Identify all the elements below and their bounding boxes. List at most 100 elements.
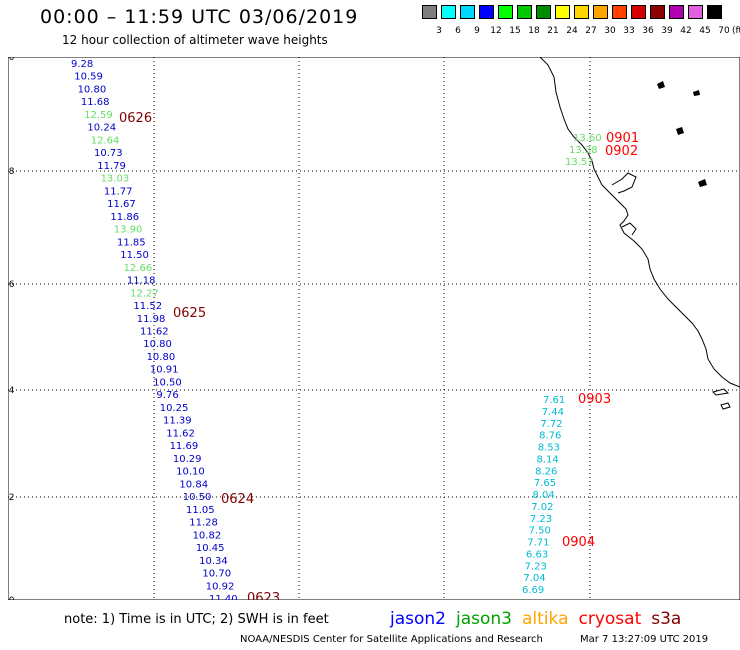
wave-height-value: 10.29 bbox=[173, 454, 202, 465]
satellite-s3a: s3a bbox=[651, 609, 682, 629]
wave-height-value: 6.63 bbox=[526, 549, 548, 560]
wave-height-value: 7.23 bbox=[525, 561, 547, 572]
legend-value: 15 bbox=[509, 26, 521, 36]
wave-height-value: 11.18 bbox=[127, 276, 156, 287]
legend-swatch bbox=[669, 5, 684, 19]
wave-height-value: 10.45 bbox=[196, 543, 225, 554]
wave-height-value: 7.04 bbox=[523, 573, 545, 584]
generated-timestamp: Mar 7 13:27:09 UTC 2019 bbox=[580, 634, 709, 645]
wave-height-value: 13.90 bbox=[114, 225, 143, 236]
chart-subtitle: 12 hour collection of altimeter wave hei… bbox=[62, 33, 328, 47]
credit-text: NOAA/NESDIS Center for Satellite Applica… bbox=[240, 634, 543, 645]
wave-height-value: 12.27 bbox=[130, 288, 159, 299]
wave-height-value: 11.28 bbox=[189, 518, 218, 529]
satellite-jason2: jason2 bbox=[390, 609, 446, 629]
legend-value: 3 bbox=[436, 26, 442, 36]
legend-value: 12 bbox=[490, 26, 502, 36]
legend-value: 45 bbox=[699, 26, 711, 36]
legend-value: 33 bbox=[623, 26, 635, 36]
wave-height-value: 11.05 bbox=[186, 505, 215, 516]
wave-height-value: 10.80 bbox=[143, 339, 172, 350]
legend-swatch bbox=[441, 5, 456, 19]
wave-height-value: 10.92 bbox=[206, 581, 235, 592]
wave-height-value: 7.02 bbox=[531, 502, 553, 513]
wave-height-value: 10.24 bbox=[87, 123, 116, 134]
track-time-label: 0901 bbox=[606, 131, 639, 146]
wave-height-value: 10.84 bbox=[179, 479, 208, 490]
wave-height-value: 11.68 bbox=[81, 97, 110, 108]
legend-value: 30 bbox=[604, 26, 616, 36]
wave-height-value: 10.70 bbox=[202, 569, 231, 580]
track-time-label: 0903 bbox=[578, 392, 611, 407]
wave-height-value: 10.10 bbox=[176, 467, 205, 478]
legend-value: 70 bbox=[718, 26, 730, 36]
satellite-jason3: jason3 bbox=[456, 609, 512, 629]
wave-height-value: 12.64 bbox=[91, 135, 120, 146]
latitude-tick-label: 34 bbox=[8, 386, 15, 396]
wave-height-value: 8.04 bbox=[533, 490, 555, 501]
note-text: note: 1) Time is in UTC; 2) SWH is in fe… bbox=[64, 612, 329, 627]
channel-island-2 bbox=[720, 402, 731, 410]
legend-swatch bbox=[422, 5, 437, 19]
latitude-tick-label: 32 bbox=[8, 493, 14, 503]
sf-bay bbox=[611, 172, 637, 194]
wave-height-value: 10.50 bbox=[183, 492, 212, 503]
wave-height-value: 11.52 bbox=[133, 301, 162, 312]
legend-swatch bbox=[650, 5, 665, 19]
wave-height-value: 10.82 bbox=[193, 530, 222, 541]
wave-height-value: 9.76 bbox=[156, 390, 178, 401]
legend-swatch bbox=[555, 5, 570, 19]
legend-swatch bbox=[631, 5, 646, 19]
channel-island-1 bbox=[712, 388, 730, 396]
legend-value: 24 bbox=[566, 26, 578, 36]
wave-height-value: 11.67 bbox=[107, 199, 136, 210]
wave-height-value: 7.72 bbox=[540, 419, 562, 430]
legend-swatch bbox=[593, 5, 608, 19]
latitude-tick-label: 40 bbox=[8, 57, 15, 63]
legend-swatch bbox=[479, 5, 494, 19]
wave-height-value: 11.50 bbox=[120, 250, 149, 261]
wave-height-value: 6.69 bbox=[522, 585, 544, 596]
map-area: 403836343230-135-132-129-126-123-120 9.2… bbox=[8, 57, 740, 600]
legend-swatch bbox=[688, 5, 703, 19]
wave-height-value: 13.60 bbox=[573, 133, 602, 144]
wave-height-value: 8.53 bbox=[538, 443, 560, 454]
wave-height-value: 7.65 bbox=[534, 478, 556, 489]
california-coast bbox=[539, 57, 740, 388]
wave-height-value: 8.14 bbox=[536, 454, 558, 465]
legend-value: 6 bbox=[455, 26, 461, 36]
legend-value: 42 bbox=[680, 26, 692, 36]
wave-height-value: 11.98 bbox=[137, 314, 166, 325]
wave-height-value: 11.86 bbox=[110, 212, 139, 223]
legend-value: 27 bbox=[585, 26, 597, 36]
wave-height-value: 12.59 bbox=[84, 110, 113, 121]
legend-swatch bbox=[536, 5, 551, 19]
wave-height-value: 11.40 bbox=[209, 594, 238, 600]
monterey-bay bbox=[621, 222, 637, 236]
wave-height-value: 10.91 bbox=[150, 365, 179, 376]
legend-swatch bbox=[460, 5, 475, 19]
wave-height-value: 10.50 bbox=[153, 377, 182, 388]
wave-height-value: 13.57 bbox=[565, 157, 594, 168]
wave-height-value: 9.28 bbox=[71, 59, 93, 70]
wave-height-value: 7.23 bbox=[530, 514, 552, 525]
legend-swatch bbox=[498, 5, 513, 19]
coastline bbox=[539, 57, 740, 410]
wave-height-value: 8.76 bbox=[539, 431, 561, 442]
wave-height-value: 10.59 bbox=[74, 72, 103, 83]
wave-height-value: 8.26 bbox=[535, 466, 557, 477]
latitude-tick-label: 30 bbox=[8, 596, 15, 600]
track-time-label: 0623 bbox=[247, 591, 280, 600]
legend-swatch bbox=[707, 5, 722, 19]
track-time-label: 0626 bbox=[119, 111, 152, 126]
wave-height-value: 11.62 bbox=[140, 327, 169, 338]
wave-height-value: 7.61 bbox=[543, 395, 565, 406]
legend-value: 36 bbox=[642, 26, 654, 36]
island-3 bbox=[693, 90, 700, 96]
legend-value: 18 bbox=[528, 26, 540, 36]
wave-height-value: 10.73 bbox=[94, 148, 123, 159]
track-time-label: 0904 bbox=[562, 535, 595, 550]
wave-height-value: 7.44 bbox=[542, 407, 564, 418]
track-time-label: 0625 bbox=[173, 306, 206, 321]
